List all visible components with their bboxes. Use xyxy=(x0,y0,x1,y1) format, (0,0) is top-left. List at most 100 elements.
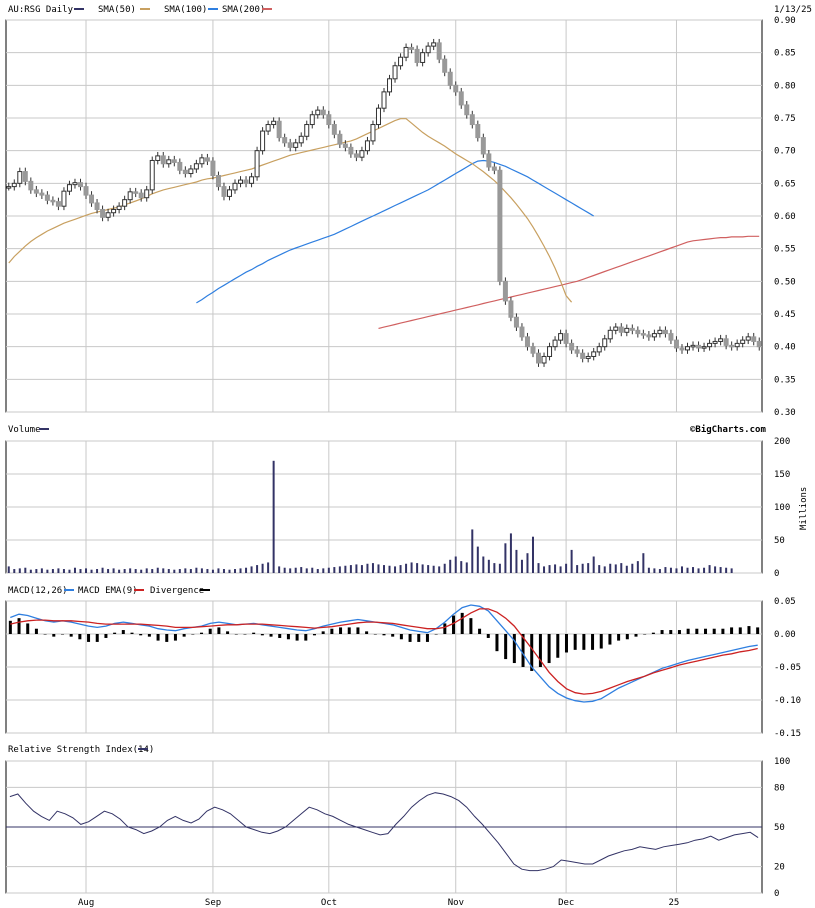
x-tick-label: Nov xyxy=(448,898,464,908)
candle-body xyxy=(751,336,757,342)
volume-bar xyxy=(360,565,363,573)
candle-body xyxy=(298,135,304,144)
volume-bar xyxy=(140,569,143,573)
price-tick-label: 0.65 xyxy=(774,179,796,189)
divergence-bar xyxy=(165,634,169,642)
candle-body xyxy=(740,339,746,344)
candle-body xyxy=(215,174,221,188)
candle-body xyxy=(524,336,530,348)
volume-bar xyxy=(289,568,292,573)
price-tick-label: 0.80 xyxy=(774,81,796,91)
divergence-bar xyxy=(34,628,38,634)
candle-body xyxy=(497,169,503,282)
volume-bar xyxy=(531,536,534,573)
volume-bar xyxy=(449,559,452,573)
volume-bar xyxy=(256,565,259,573)
rsi-label: Relative Strength Index(14) xyxy=(8,745,154,755)
candle-body xyxy=(149,159,155,191)
volume-bar xyxy=(725,567,728,573)
sma200-line xyxy=(378,235,760,329)
candle-body xyxy=(657,329,663,335)
volume-bar xyxy=(636,561,639,573)
volume-bar xyxy=(609,563,612,573)
candle-body xyxy=(94,202,100,210)
volume-bar xyxy=(614,564,617,573)
candle-body xyxy=(558,333,564,341)
candle-body xyxy=(144,189,150,199)
candle-body xyxy=(596,346,602,353)
candle-body xyxy=(425,45,431,54)
divergence-bar xyxy=(365,631,369,634)
candle-body xyxy=(574,349,580,354)
candle-body xyxy=(381,91,387,109)
volume-bar xyxy=(719,567,722,573)
candle-body xyxy=(552,339,558,348)
volume-bar xyxy=(101,567,104,573)
macd-ema-label: MACD EMA(9) xyxy=(78,586,138,596)
volume-bar xyxy=(438,566,441,573)
volume-bar xyxy=(680,566,683,573)
volume-bar xyxy=(405,563,408,573)
volume-bar xyxy=(118,569,121,573)
macd-y-ticks: 0.05 0.00 -0.05 -0.10 -0.15 xyxy=(774,597,801,739)
volume-bar xyxy=(642,553,645,573)
volume-bar xyxy=(421,564,424,573)
candle-body xyxy=(414,48,420,63)
macd-tick-label: 0.05 xyxy=(774,597,796,607)
volume-bar xyxy=(29,569,32,573)
x-tick-label: Sep xyxy=(205,898,221,908)
candle-body xyxy=(111,208,117,214)
divergence-bar xyxy=(286,634,290,640)
divergence-bar xyxy=(391,634,395,637)
candle-body xyxy=(39,192,45,196)
candle-body xyxy=(646,334,652,338)
candle-body xyxy=(640,333,646,336)
candle-body xyxy=(353,153,359,158)
x-tick-label: 25 xyxy=(668,898,679,908)
candle-body xyxy=(486,153,492,168)
candle-body xyxy=(480,137,486,155)
divergence-bar xyxy=(521,634,525,667)
volume-bar xyxy=(669,567,672,573)
volume-bar xyxy=(366,563,369,573)
volume-bar xyxy=(112,568,115,573)
macd-tick-label: -0.10 xyxy=(774,696,801,706)
divergence-bar xyxy=(26,623,30,634)
divergence-bar xyxy=(95,634,99,642)
volume-bar xyxy=(173,569,176,573)
candle-body xyxy=(729,344,735,348)
candle-body xyxy=(359,150,365,158)
candle-body xyxy=(375,107,381,126)
x-tick-label: Dec xyxy=(558,898,574,908)
volume-bar xyxy=(548,565,551,573)
price-tick-label: 0.30 xyxy=(774,408,796,418)
divergence-bar xyxy=(87,634,91,642)
candle-body xyxy=(392,65,398,80)
volume-bar xyxy=(410,562,413,573)
volume-bar xyxy=(504,543,507,573)
candle-body xyxy=(712,340,718,344)
candle-body xyxy=(210,160,216,176)
divergence-bar xyxy=(43,634,47,635)
candle-body xyxy=(431,42,437,47)
volume-bar xyxy=(394,566,397,573)
volume-bar xyxy=(200,568,203,573)
candle-body xyxy=(585,355,591,359)
rsi-tick-label: 20 xyxy=(774,863,785,873)
divergence-bar xyxy=(260,634,264,636)
volume-bar xyxy=(631,563,634,573)
divergence-bar xyxy=(347,627,351,634)
divergence-bar xyxy=(234,634,238,635)
volume-bar xyxy=(537,563,540,573)
candle-body xyxy=(282,137,288,144)
volume-bar xyxy=(206,569,209,573)
volume-bar xyxy=(598,565,601,573)
volume-bar xyxy=(24,567,27,573)
volume-bar xyxy=(603,566,606,573)
price-tick-label: 0.45 xyxy=(774,310,796,320)
candle-body xyxy=(536,352,542,364)
divergence-bar xyxy=(304,634,308,641)
divergence-bar xyxy=(113,632,117,634)
divergence-bar xyxy=(625,634,629,640)
volume-bar xyxy=(294,567,297,573)
